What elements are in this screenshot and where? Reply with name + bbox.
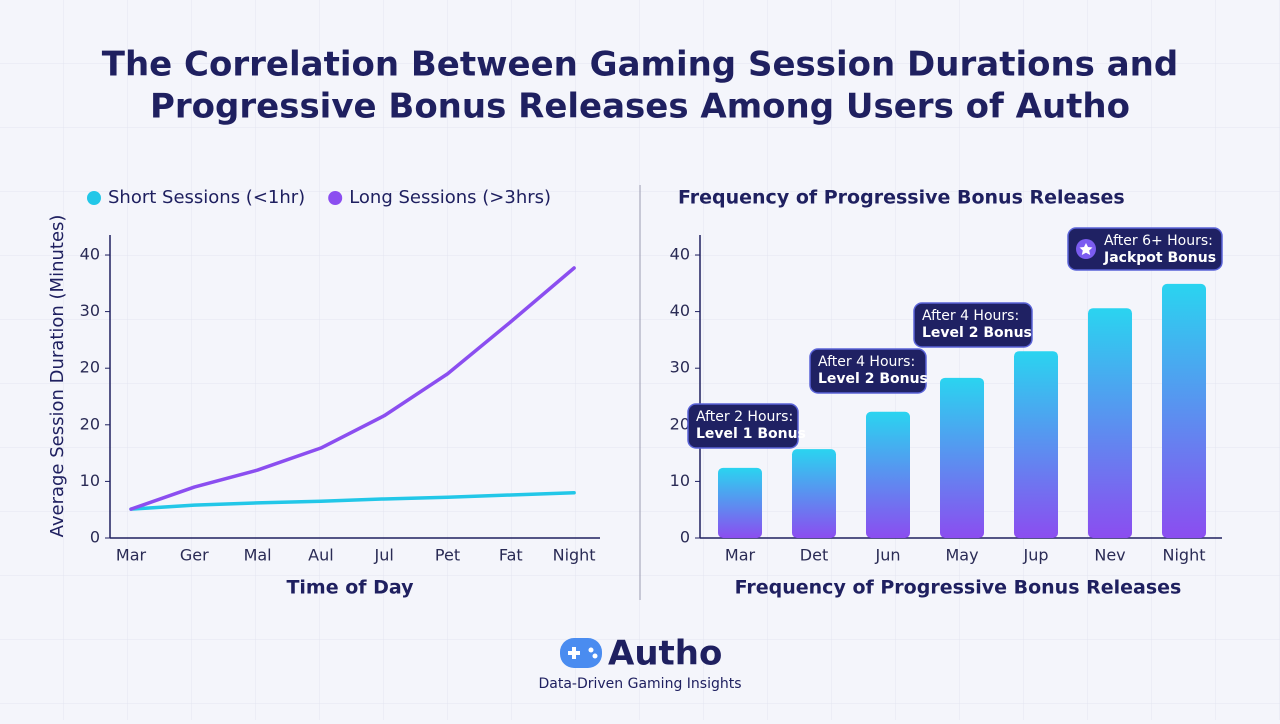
annotation-text: Jackpot Bonus <box>1103 250 1216 266</box>
y-tick-label: 20 <box>80 358 100 377</box>
bar <box>1088 308 1132 538</box>
x-tick-label: May <box>945 546 978 565</box>
series-line <box>129 266 576 511</box>
annotation: After 4 Hours:Level 2 Bonus <box>913 302 1033 348</box>
annotation-box <box>809 348 927 394</box>
bar <box>1014 351 1058 538</box>
y-tick-label: 10 <box>80 471 100 490</box>
bar <box>866 411 910 538</box>
annotation-box <box>687 403 799 449</box>
y-tick-label: 40 <box>80 245 100 264</box>
y-tick-label: 30 <box>670 358 690 377</box>
bar <box>718 467 762 538</box>
x-tick-label: Mar <box>725 546 756 565</box>
x-tick-label: Night <box>1163 546 1206 565</box>
x-tick-label: Jul <box>374 546 394 565</box>
legend-label: Long Sessions (>3hrs) <box>349 187 551 208</box>
y-tick-label: 0 <box>90 528 100 547</box>
legend-marker <box>87 191 101 205</box>
title-line: The Correlation Between Gaming Session D… <box>102 45 1178 85</box>
x-tick-label: Ger <box>180 546 209 565</box>
y-tick-label: 20 <box>670 414 690 433</box>
x-tick-label: Jup <box>1022 546 1048 565</box>
footer-tagline: Data-Driven Gaming Insights <box>538 676 741 692</box>
y-tick-label: 10 <box>670 471 690 490</box>
series-line <box>129 490 576 511</box>
x-tick-label: Aul <box>308 546 334 565</box>
annotation-text: Level 2 Bonus <box>922 325 1032 341</box>
annotation-text: Level 2 Bonus <box>818 371 928 387</box>
y-tick-label: 20 <box>80 414 100 433</box>
x-tick-label: Det <box>800 546 828 565</box>
annotation-box <box>1067 227 1223 271</box>
annotation: After 4 Hours:Level 2 Bonus <box>809 348 928 394</box>
y-tick-label: 0 <box>680 528 690 547</box>
title-line: Progressive Bonus Releases Among Users o… <box>150 87 1130 127</box>
bar <box>1162 283 1206 538</box>
annotation-text: After 6+ Hours: <box>1104 233 1213 249</box>
y-tick-label: 40 <box>670 301 690 320</box>
x-tick-label: Jun <box>875 546 901 565</box>
annotation-text: After 4 Hours: <box>818 354 915 370</box>
bar <box>940 377 984 538</box>
bar <box>792 449 836 538</box>
x-tick-label: Night <box>553 546 596 565</box>
y-axis-label: Average Session Duration (Minutes) <box>47 215 68 538</box>
x-tick-label: Pet <box>435 546 460 565</box>
x-tick-label: Fat <box>499 546 523 565</box>
x-tick-label: Mal <box>244 546 272 565</box>
annotation: After 6+ Hours:Jackpot Bonus <box>1067 227 1223 271</box>
footer-logo <box>560 638 602 668</box>
x-tick-label: Mar <box>116 546 147 565</box>
y-tick-label: 40 <box>670 245 690 264</box>
annotation-box <box>913 302 1033 348</box>
annotation-star <box>1079 243 1093 255</box>
annotation-text: After 4 Hours: <box>922 308 1019 324</box>
x-axis-label: Frequency of Progressive Bonus Releases <box>735 577 1182 599</box>
annotation-text: After 2 Hours: <box>696 409 793 425</box>
annotation-text: Level 1 Bonus <box>696 426 806 442</box>
legend-label: Short Sessions (<1hr) <box>108 187 305 208</box>
x-tick-label: Nev <box>1094 546 1125 565</box>
annotation: After 2 Hours:Level 1 Bonus <box>687 403 806 449</box>
y-tick-label: 30 <box>80 301 100 320</box>
chart-title: Frequency of Progressive Bonus Releases <box>678 187 1125 209</box>
x-axis-label: Time of Day <box>286 577 414 599</box>
legend-marker <box>328 191 343 205</box>
footer-brand: Autho <box>608 634 722 674</box>
